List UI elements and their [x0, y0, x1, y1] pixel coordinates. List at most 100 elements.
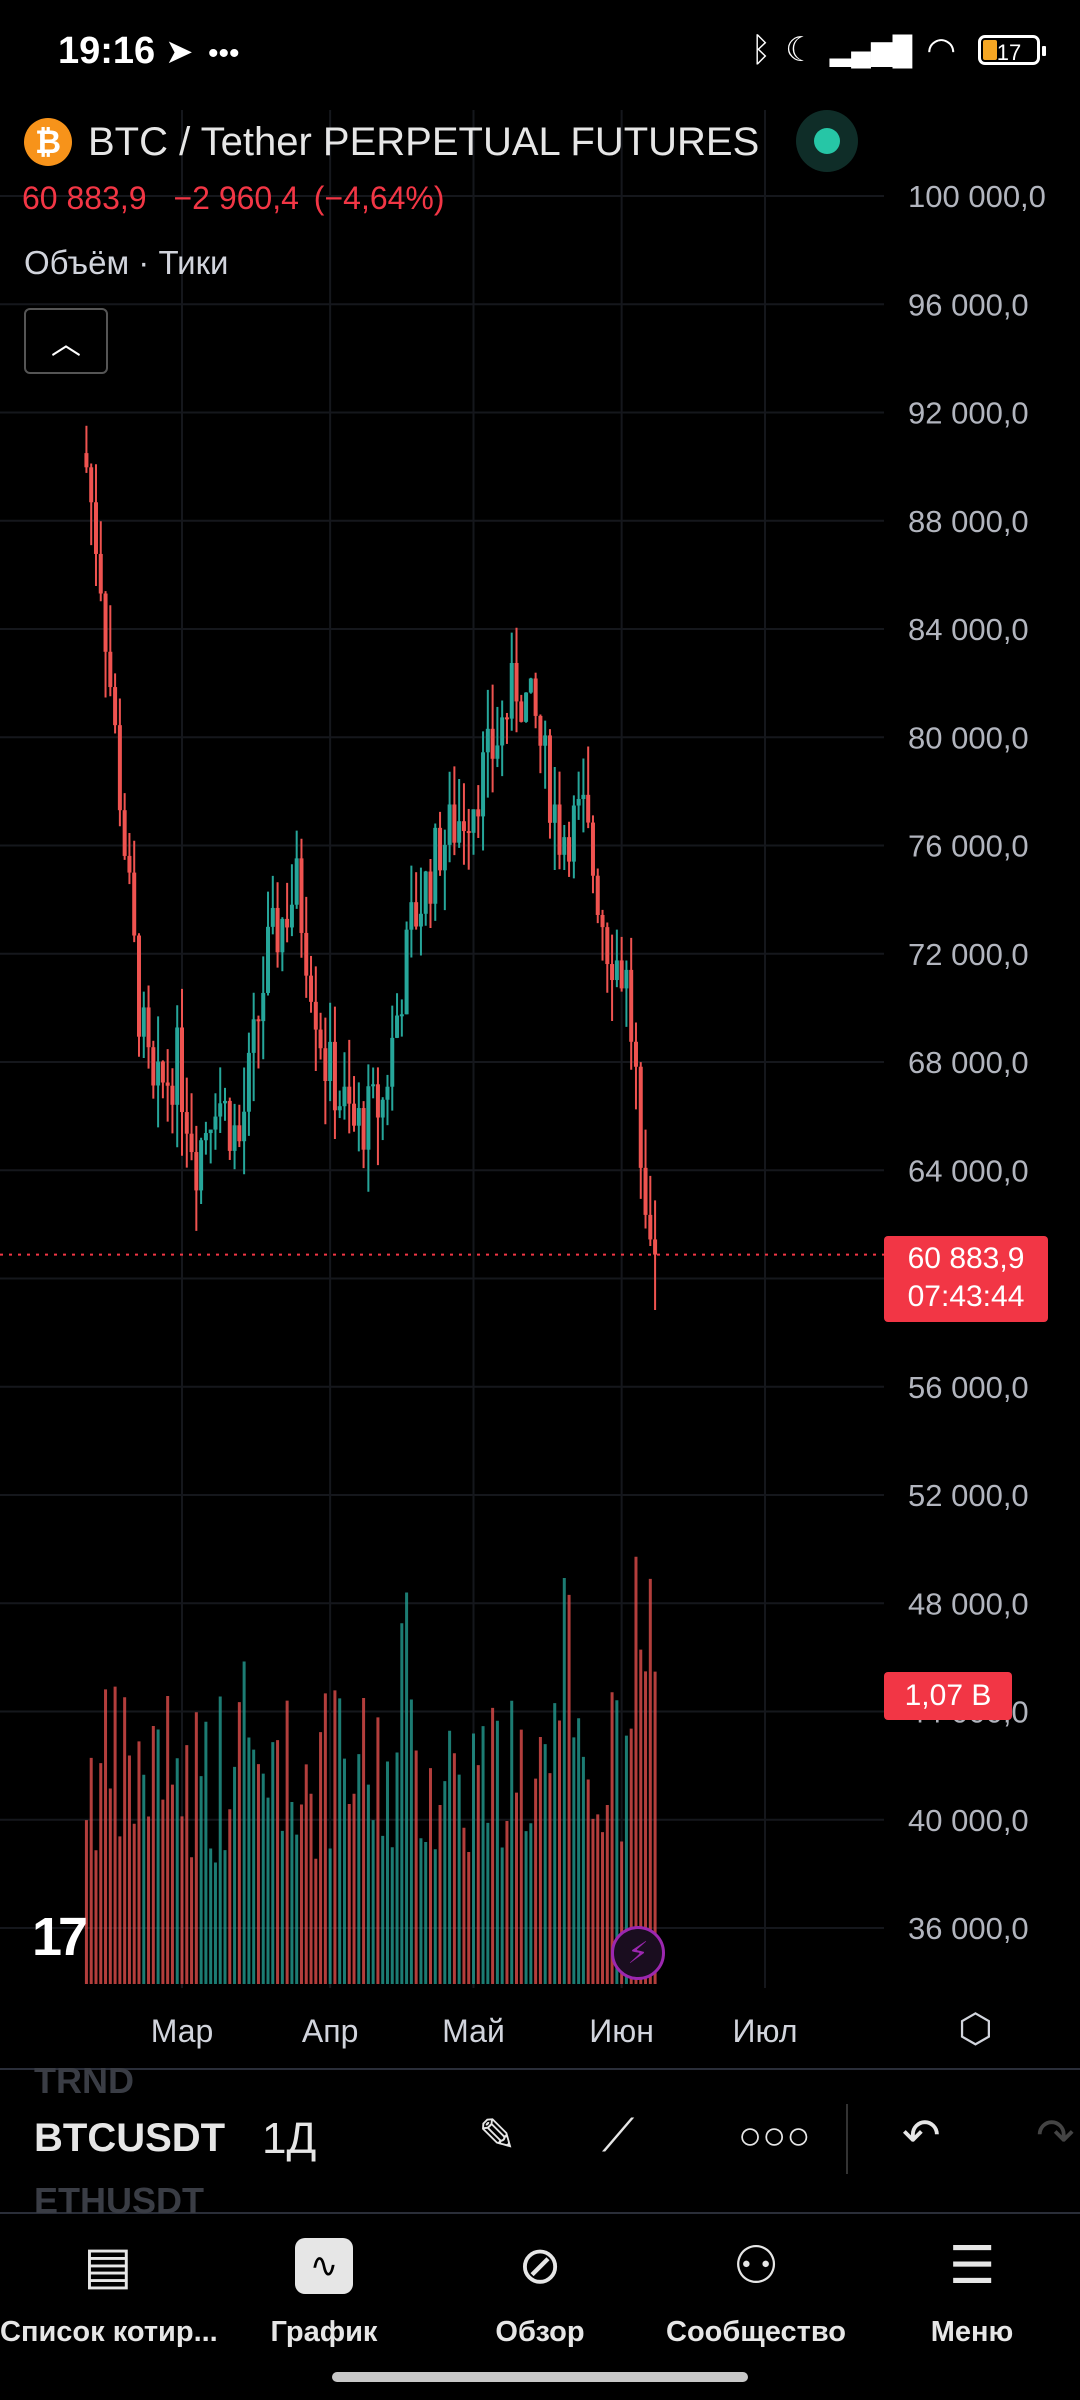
candle-body	[304, 932, 309, 976]
nav-watchlist[interactable]: ▤ Список котир...	[0, 2216, 218, 2349]
nav-label: Сообщество	[666, 2316, 846, 2348]
candle-body	[294, 858, 299, 905]
candle-body	[619, 960, 624, 989]
price-change: −2 960,4	[173, 180, 299, 216]
candle-body	[261, 992, 266, 1022]
candle-body	[103, 593, 108, 652]
pencil-draw-icon[interactable]: ✎	[478, 2109, 517, 2161]
candle-body	[318, 1029, 323, 1049]
tradingview-logo-icon[interactable]: 17	[32, 1907, 88, 1967]
lightning-icon[interactable]: ⚡	[611, 1926, 665, 1980]
candle-body	[84, 453, 89, 468]
candle-body	[285, 918, 290, 928]
symbol-title[interactable]: BTC / Tether PERPETUAL FUTURES	[88, 119, 760, 164]
trend-lines-icon[interactable]: ⟋	[602, 2109, 635, 2161]
x-tick-label: Май	[442, 2013, 505, 2049]
x-tick-label: Апр	[302, 2013, 358, 2049]
candle-body	[586, 794, 591, 823]
candle-body	[98, 553, 103, 594]
chart-toolbar	[0, 2068, 1080, 2214]
candle-body	[528, 678, 533, 693]
nav-menu[interactable]: ☰ Меню	[864, 2216, 1080, 2349]
y-tick-label: 96 000,0	[908, 287, 1029, 322]
indicator-legend[interactable]: Объём · Тики	[24, 244, 229, 281]
candle-body	[180, 1027, 184, 1113]
candle-body	[108, 651, 113, 688]
wifi-icon: ◠	[926, 31, 956, 69]
candle-body	[132, 872, 137, 936]
candle-body	[442, 844, 447, 871]
candle-body	[337, 1106, 342, 1111]
candle-body	[127, 855, 132, 873]
candle-body	[280, 918, 285, 953]
home-indicator[interactable]	[332, 2372, 748, 2382]
candle-body	[500, 717, 505, 746]
candle-body	[476, 809, 481, 817]
candle-body	[648, 1214, 653, 1240]
last-price: 60 883,9	[22, 180, 147, 216]
candle-body	[366, 1086, 371, 1150]
candle-body	[266, 926, 271, 993]
candle-body	[481, 752, 486, 817]
nav-overview[interactable]: ⊘ Обзор	[432, 2216, 648, 2349]
candle-body	[113, 687, 118, 726]
candle-body	[170, 1085, 175, 1105]
volume-tag: 1,07 B	[884, 1672, 1012, 1720]
candle-body	[423, 871, 428, 914]
candle-body	[519, 701, 524, 722]
nav-chart[interactable]: ∿ График	[216, 2216, 432, 2349]
candle-body	[375, 1084, 380, 1118]
candle-body	[461, 821, 466, 832]
candle-body	[117, 725, 122, 811]
status-icons-right: ᛒ ☾ ▂▄▆█ ◠ 17	[751, 30, 1046, 70]
status-bar: 19:16 ➤ ••• ᛒ ☾ ▂▄▆█ ◠ 17	[0, 0, 1080, 110]
nav-community[interactable]: ⚇ Сообщество	[648, 2216, 864, 2349]
candle-body	[146, 1007, 151, 1048]
symbol-header[interactable]: ₿ BTC / Tether PERPETUAL FUTURES	[24, 112, 759, 172]
status-icons-left: ➤ •••	[165, 32, 239, 72]
more-icon[interactable]: ○○○	[738, 2114, 811, 2158]
candle-body	[385, 1086, 390, 1100]
x-tick-label: Июл	[733, 2013, 798, 2049]
x-axis: Мар Апр Май Июн Июл	[151, 2013, 798, 2049]
watchlist-icon: ▤	[83, 2237, 133, 2295]
toolbar-divider	[846, 2104, 848, 2174]
interval-selector[interactable]: 1Д	[262, 2114, 317, 2163]
candle-body	[414, 902, 419, 927]
candle-body	[136, 935, 141, 1037]
candle-body	[471, 809, 476, 833]
y-tick-label: 48 000,0	[908, 1586, 1029, 1621]
bottom-navigation: ▤ Список котир... ∿ График ⊘ Обзор ⚇ Соо…	[0, 2216, 1080, 2400]
ticker-prev[interactable]: TRND	[34, 2060, 134, 2101]
candle-body	[509, 662, 514, 719]
market-status-button[interactable]	[796, 110, 858, 172]
candle-body	[232, 1125, 237, 1151]
candle-body	[547, 735, 552, 823]
undo-icon[interactable]: ↶	[902, 2109, 941, 2161]
price-chart[interactable]: 100 000,0 96 000,0 92 000,0 88 000,0 84 000,…	[0, 110, 1080, 2070]
market-open-icon	[814, 128, 840, 154]
redo-icon[interactable]: ↷	[1036, 2109, 1075, 2161]
chart-settings-icon[interactable]: ⬡	[958, 2007, 993, 2051]
candle-body	[629, 969, 634, 1042]
price-row: 60 883,9 −2 960,4 (−4,64%)	[22, 180, 463, 217]
x-tick-label: Мар	[151, 2013, 214, 2049]
candle-body	[552, 804, 557, 823]
candle-body	[184, 1112, 189, 1134]
collapse-legend-button[interactable]: ︿	[24, 308, 108, 374]
candle-body	[208, 1129, 213, 1134]
ticker-selector[interactable]: BTCUSDT	[34, 2116, 226, 2160]
candle-body	[156, 1061, 161, 1086]
nav-label: График	[270, 2316, 378, 2348]
candle-body	[151, 1047, 156, 1086]
candle-body	[352, 1103, 357, 1126]
candle-body	[270, 907, 275, 927]
y-tick-label: 72 000,0	[908, 937, 1029, 972]
y-tick-label: 88 000,0	[908, 504, 1029, 539]
candle-body	[213, 1116, 218, 1130]
ticker-next[interactable]: ETHUSDT	[34, 2180, 204, 2221]
do-not-disturb-icon: ☾	[785, 31, 816, 69]
candle-body	[289, 904, 294, 928]
menu-icon: ☰	[948, 2237, 996, 2295]
candle-body	[175, 1027, 180, 1105]
